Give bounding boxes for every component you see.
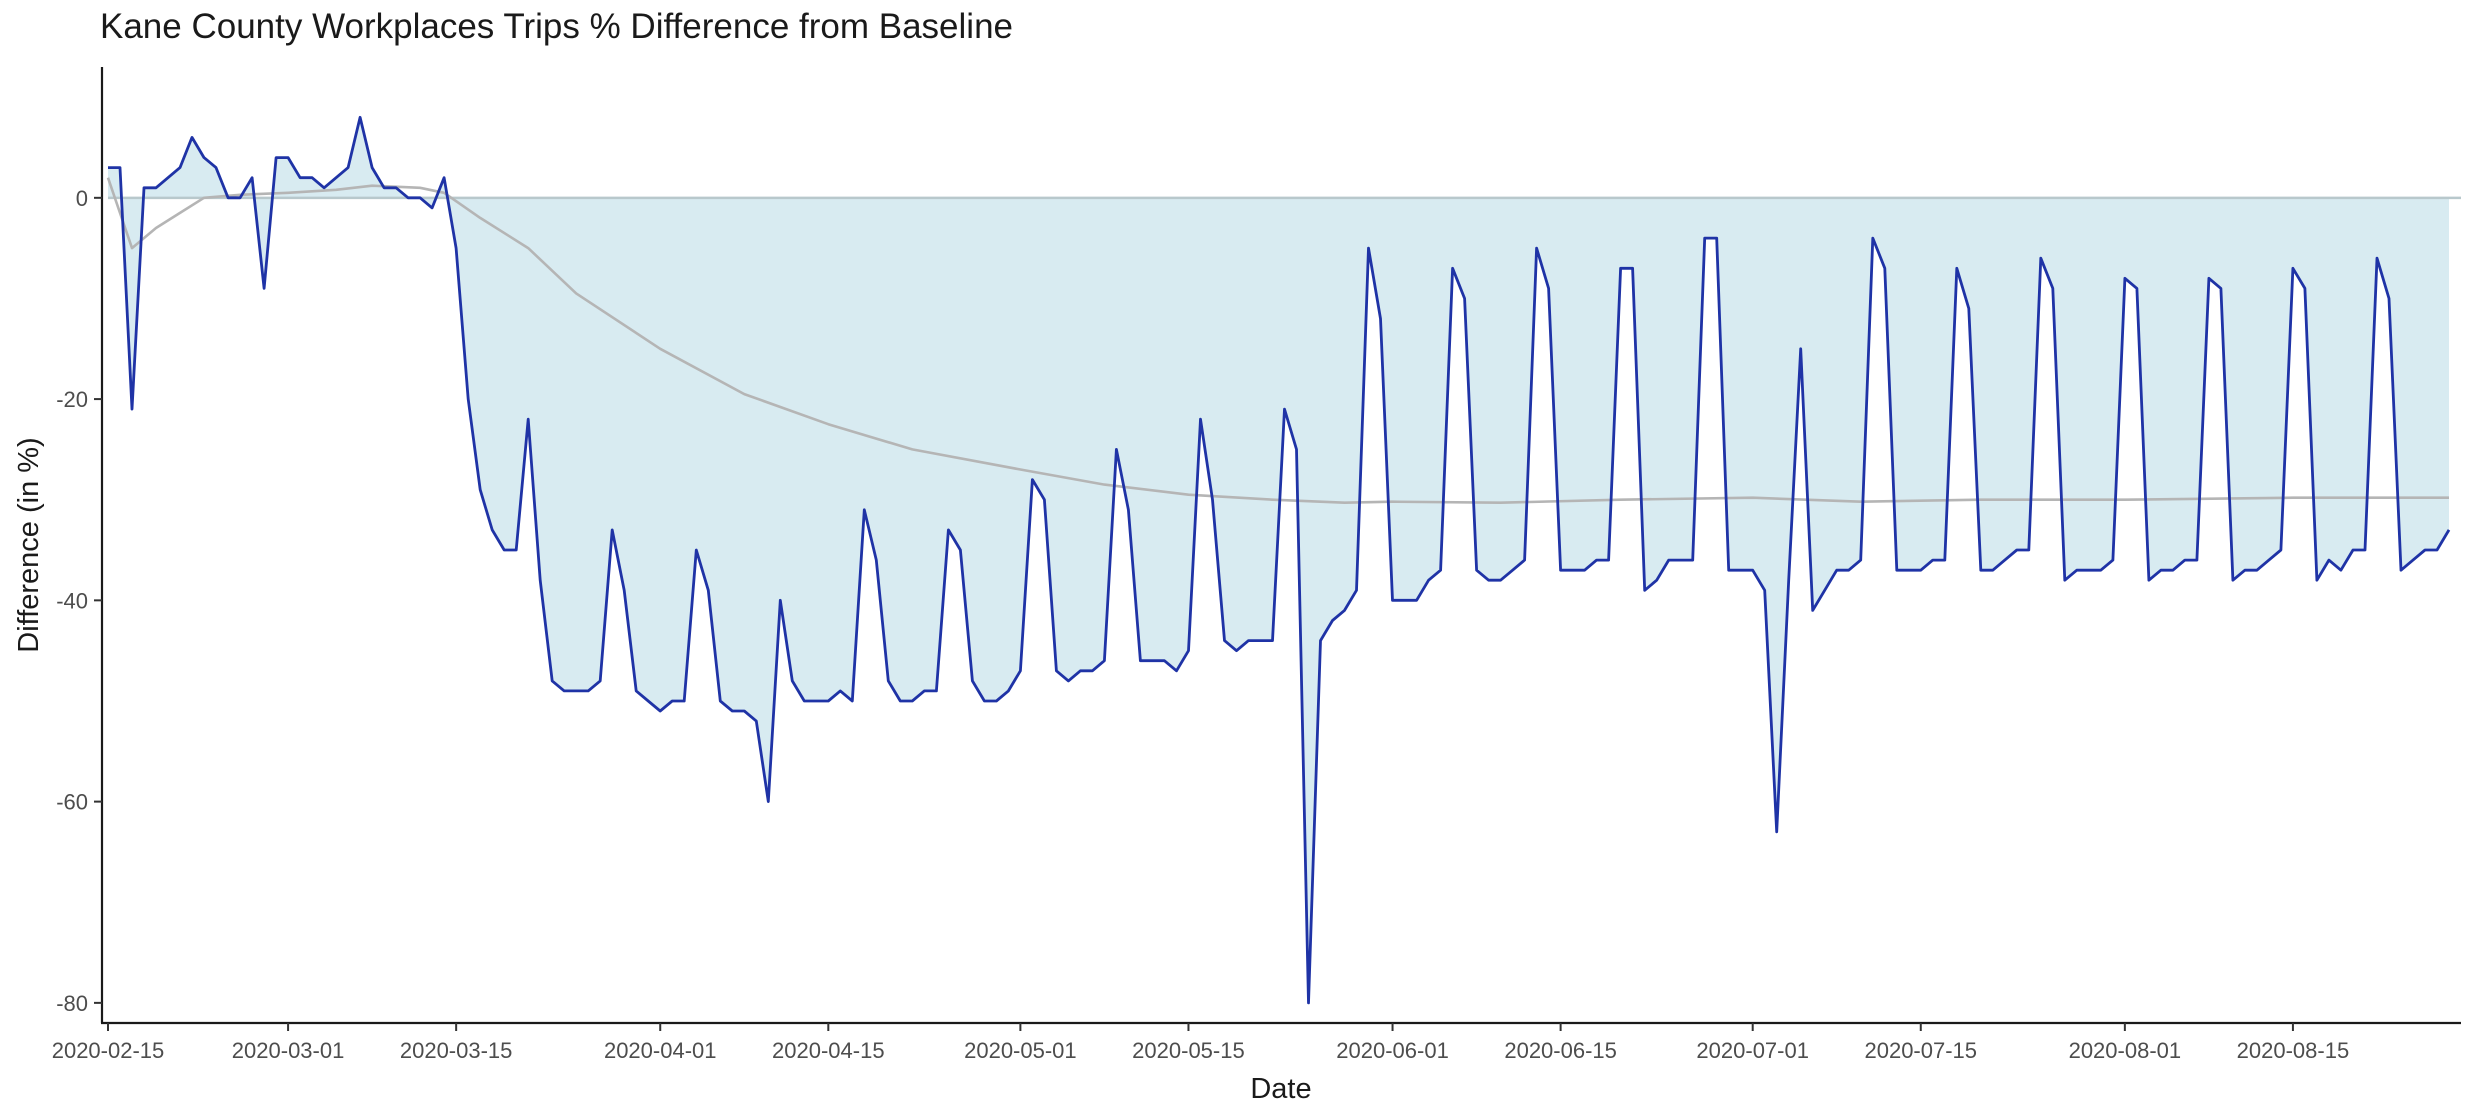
x-tick-label: 2020-03-15 <box>400 1038 513 1063</box>
y-tick-label: -40 <box>56 588 88 613</box>
x-tick-label: 2020-07-01 <box>1696 1038 1809 1063</box>
y-axis-ticks: 0 -20 -40 -60 -80 <box>56 186 102 1016</box>
y-tick-label: 0 <box>76 186 88 211</box>
x-tick-label: 2020-08-01 <box>2069 1038 2182 1063</box>
x-axis-ticks: 2020-02-15 2020-03-01 2020-03-15 2020-04-01… <box>52 1023 2349 1063</box>
difference-fill-area <box>108 117 2449 1003</box>
x-tick-label: 2020-03-01 <box>232 1038 345 1063</box>
x-axis-title: Date <box>1250 1073 1311 1105</box>
x-tick-label: 2020-06-01 <box>1336 1038 1449 1063</box>
x-tick-label: 2020-02-15 <box>52 1038 165 1063</box>
x-tick-label: 2020-07-15 <box>1864 1038 1977 1063</box>
plot-area <box>106 115 2461 1005</box>
daily-difference-line <box>108 115 2451 1005</box>
y-tick-label: -60 <box>56 790 88 815</box>
x-tick-label: 2020-08-15 <box>2237 1038 2350 1063</box>
x-tick-label: 2020-06-15 <box>1504 1038 1617 1063</box>
y-tick-label: -80 <box>56 991 88 1016</box>
y-axis-title: Difference (in %) <box>13 437 45 652</box>
y-tick-label: -20 <box>56 387 88 412</box>
x-tick-label: 2020-04-01 <box>604 1038 717 1063</box>
x-tick-label: 2020-05-01 <box>964 1038 1077 1063</box>
chart-title: Kane County Workplaces Trips % Differenc… <box>100 7 1013 46</box>
x-tick-label: 2020-05-15 <box>1132 1038 1245 1063</box>
x-tick-label: 2020-04-15 <box>772 1038 885 1063</box>
average-trend-line <box>106 177 2449 504</box>
